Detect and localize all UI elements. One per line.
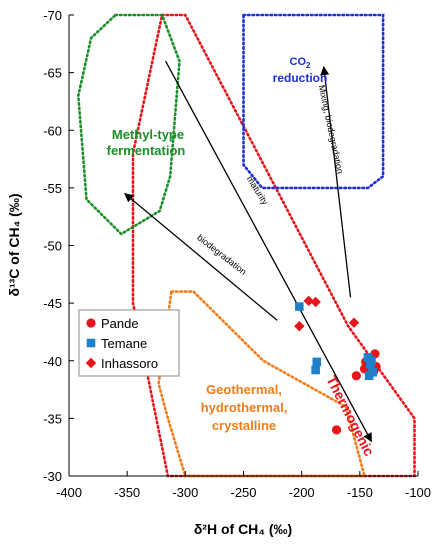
y-tick-label-3: -55 bbox=[43, 181, 62, 196]
x-tick-label-4: -200 bbox=[289, 485, 315, 500]
arrow-label-0: maturity bbox=[245, 174, 271, 207]
axes: -400 -350 -300 -250 -200 -150 -100 -70 -65 -60 -55… bbox=[6, 8, 431, 537]
region-outline-3 bbox=[157, 290, 367, 478]
point-pande-1 bbox=[351, 371, 361, 381]
data-points bbox=[294, 295, 381, 435]
methyl-label-line1: Methyl-type bbox=[112, 127, 184, 142]
co2-label-co: CO bbox=[290, 56, 307, 68]
region-labels: Methyl-type fermentation CO2 reduction G… bbox=[107, 56, 378, 459]
legend-label-0: Pande bbox=[101, 316, 139, 331]
y-axis-title: δ¹³C of CH₄ (‰) bbox=[6, 193, 22, 296]
y-tick-label-4: -50 bbox=[43, 239, 62, 254]
x-tick-label-1: -350 bbox=[114, 485, 140, 500]
legend-label-1: Temane bbox=[101, 336, 147, 351]
x-tick-label-0: -400 bbox=[56, 485, 82, 500]
geo-label-line1: Geothermal, bbox=[206, 382, 282, 397]
point-temane-1 bbox=[312, 357, 322, 367]
arrow-1 bbox=[124, 193, 278, 321]
point-temane-6 bbox=[364, 371, 374, 381]
y-tick-label-8: -30 bbox=[43, 469, 62, 484]
point-inhassoro-2 bbox=[310, 296, 321, 308]
y-tick-label-0: -70 bbox=[43, 8, 62, 23]
x-tick-label-2: -300 bbox=[172, 485, 198, 500]
methyl-label-line2: fermentation bbox=[107, 143, 186, 158]
co2-label-subscript: 2 bbox=[306, 61, 311, 70]
geo-label-line2: hydrothermal, bbox=[201, 400, 288, 415]
legend-marker-1 bbox=[86, 338, 96, 348]
arrow-2 bbox=[320, 65, 352, 298]
x-tick-label-5: -150 bbox=[347, 485, 373, 500]
legend-marker-2 bbox=[85, 357, 97, 369]
point-temane-0 bbox=[295, 302, 304, 311]
y-tick-label-7: -35 bbox=[43, 411, 62, 426]
x-axis-title: δ²H of CH₄ (‰) bbox=[194, 521, 292, 537]
point-temane-7 bbox=[367, 356, 376, 366]
y-tick-label-1: -65 bbox=[43, 66, 62, 81]
arrow-label-2: Mixing, biodegradation bbox=[317, 84, 346, 175]
arrow-0 bbox=[164, 60, 373, 443]
region-outline-2 bbox=[242, 13, 385, 190]
x-tick-label-6: -100 bbox=[405, 485, 431, 500]
geo-label-line3: crystalline bbox=[212, 418, 276, 433]
x-tick-label-3: -250 bbox=[230, 485, 256, 500]
y-tick-label-5: -45 bbox=[43, 296, 62, 311]
point-pande-7 bbox=[370, 349, 380, 359]
co2-label-line1: CO2 bbox=[290, 56, 312, 70]
legend-label-2: Inhassoro bbox=[101, 356, 158, 371]
point-inhassoro-0 bbox=[294, 320, 305, 332]
legend-box bbox=[78, 309, 180, 377]
arrow-label-1: biodegradation bbox=[195, 232, 248, 277]
point-inhassoro-3 bbox=[348, 317, 360, 328]
co2-label-line2: reduction bbox=[273, 71, 328, 85]
legend-marker-0 bbox=[86, 318, 96, 328]
region-outline-1 bbox=[76, 13, 181, 236]
legend: Pande Temane Inhassoro bbox=[78, 309, 180, 377]
point-inhassoro-1 bbox=[303, 295, 314, 307]
y-tick-label-2: -60 bbox=[43, 123, 62, 138]
y-tick-label-6: -40 bbox=[43, 354, 62, 369]
thermogenic-label: Thermogenic bbox=[323, 373, 377, 459]
point-temane-2 bbox=[311, 365, 320, 375]
point-pande-0 bbox=[331, 425, 342, 435]
